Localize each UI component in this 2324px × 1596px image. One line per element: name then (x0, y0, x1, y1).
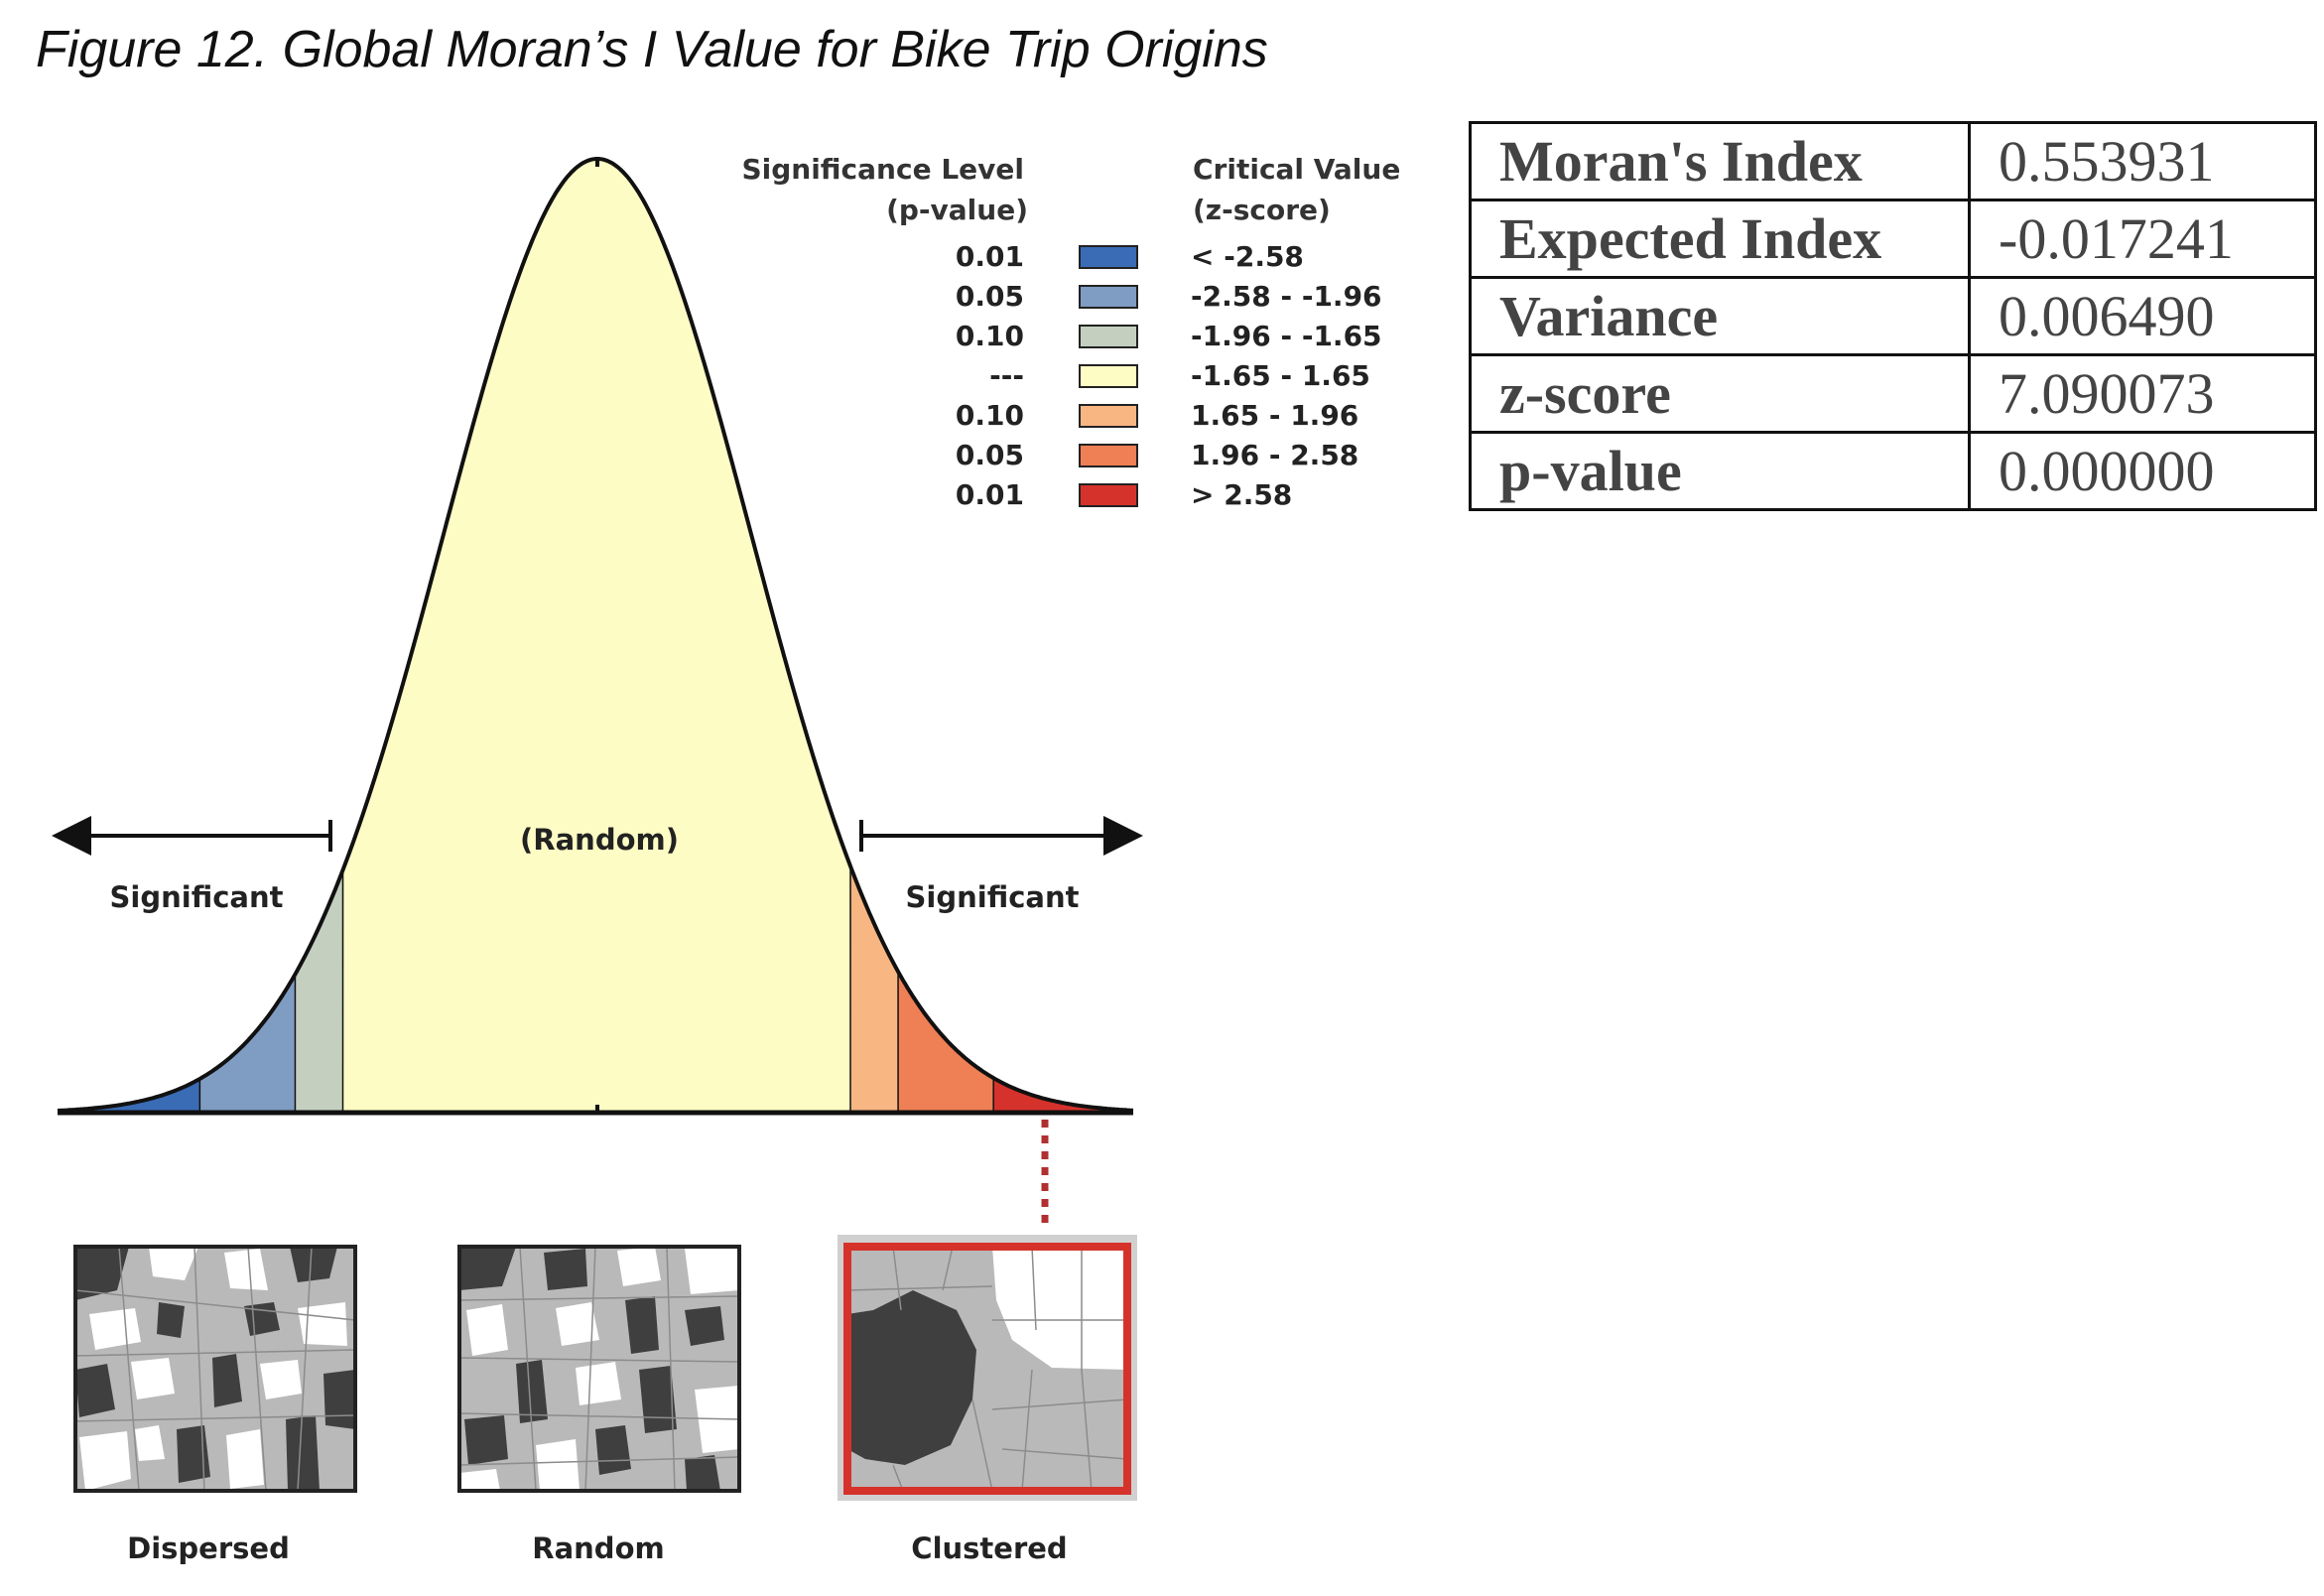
right-significance-arrow (859, 816, 1143, 856)
legend-row: 0.01 > 2.58 (956, 478, 1292, 511)
stat-value: 0.553931 (1968, 121, 2317, 201)
stats-row: Variance 0.006490 (1469, 276, 2317, 356)
stat-value: 0.006490 (1968, 276, 2317, 356)
legend-zscore: -2.58 - -1.96 (1191, 280, 1382, 313)
stat-label: p-value (1469, 431, 1971, 511)
legend-pvalue: 0.01 (956, 240, 1024, 273)
dispersed-map-pattern (75, 1247, 355, 1491)
legend-pvalue: 0.10 (956, 320, 1024, 352)
left-significance-arrow (52, 816, 332, 856)
stats-row: Expected Index -0.017241 (1469, 199, 2317, 279)
stat-value: 7.090073 (1968, 353, 2317, 434)
thumbnail-dispersed (73, 1245, 357, 1493)
legend-swatch (1079, 483, 1138, 507)
legend-head-significance: Significance Level (741, 153, 1024, 186)
legend-zscore: 1.96 - 2.58 (1191, 439, 1358, 471)
legend-swatch (1079, 325, 1138, 348)
legend-row: 0.10 1.65 - 1.96 (956, 399, 1358, 432)
region-gt-2.58 (993, 1078, 1133, 1113)
legend-head-zscore: (z-score) (1193, 194, 1331, 226)
stat-label: Expected Index (1469, 199, 1971, 279)
figure-caption: Figure 12. Global Moran’s I Value for Bi… (36, 21, 1268, 78)
significant-left-label: Significant (110, 880, 284, 914)
legend-swatch (1079, 364, 1138, 388)
legend-pvalue: --- (989, 359, 1024, 392)
legend-pvalue: 0.05 (956, 280, 1024, 313)
stats-row: Moran's Index 0.553931 (1469, 121, 2317, 201)
thumbnail-label-random: Random (532, 1531, 664, 1565)
legend-row: 0.05 1.96 - 2.58 (956, 439, 1358, 471)
stats-row: z-score 7.090073 (1469, 353, 2317, 434)
legend-row: 0.01 < -2.58 (956, 240, 1304, 273)
region-1.65-1.96 (850, 867, 899, 1113)
legend-head-critical: Critical Value (1193, 153, 1400, 186)
legend: Significance Level (p-value) Critical Va… (741, 153, 1400, 511)
stat-label: Moran's Index (1469, 121, 1971, 201)
region-lt-2.58 (58, 1078, 201, 1113)
thumbnail-label-clustered: Clustered (911, 1531, 1067, 1565)
thumbnail-clustered (838, 1235, 1137, 1501)
legend-swatch (1079, 404, 1138, 428)
normal-curve (57, 156, 1134, 1116)
stat-label: z-score (1469, 353, 1971, 434)
legend-row: 0.05 -2.58 - -1.96 (956, 280, 1382, 313)
legend-swatch (1079, 444, 1138, 467)
legend-row: --- -1.65 - 1.65 (989, 359, 1370, 392)
stat-label: Variance (1469, 276, 1971, 356)
stat-value: -0.017241 (1968, 199, 2317, 279)
legend-rows: 0.01 < -2.58 0.05 -2.58 - -1.96 0.10 -1.96 - … (956, 240, 1382, 511)
legend-swatch (1079, 245, 1138, 269)
legend-zscore: -1.65 - 1.65 (1191, 359, 1370, 392)
legend-pvalue: 0.05 (956, 439, 1024, 471)
legend-zscore: > 2.58 (1191, 478, 1292, 511)
legend-head-pvalue: (p-value) (886, 194, 1028, 226)
clustered-map-pattern (847, 1247, 1127, 1491)
legend-zscore: 1.65 - 1.96 (1191, 399, 1358, 432)
thumbnail-random (457, 1245, 741, 1493)
morans-stats-table: Moran's Index 0.553931 Expected Index -0… (1469, 121, 2317, 511)
region-random (343, 159, 851, 1113)
significant-right-label: Significant (906, 880, 1080, 914)
legend-pvalue: 0.01 (956, 478, 1024, 511)
random-label: (Random) (520, 823, 679, 857)
legend-swatch (1079, 285, 1138, 309)
stat-value: 0.000000 (1968, 431, 2317, 511)
stats-row: p-value 0.000000 (1469, 431, 2317, 511)
legend-row: 0.10 -1.96 - -1.65 (956, 320, 1382, 352)
thumbnail-label-dispersed: Dispersed (127, 1531, 290, 1565)
legend-zscore: -1.96 - -1.65 (1191, 320, 1382, 352)
legend-zscore: < -2.58 (1191, 240, 1304, 273)
legend-pvalue: 0.10 (956, 399, 1024, 432)
region-1.96-1.65 (296, 867, 344, 1113)
random-map-pattern (459, 1247, 739, 1491)
